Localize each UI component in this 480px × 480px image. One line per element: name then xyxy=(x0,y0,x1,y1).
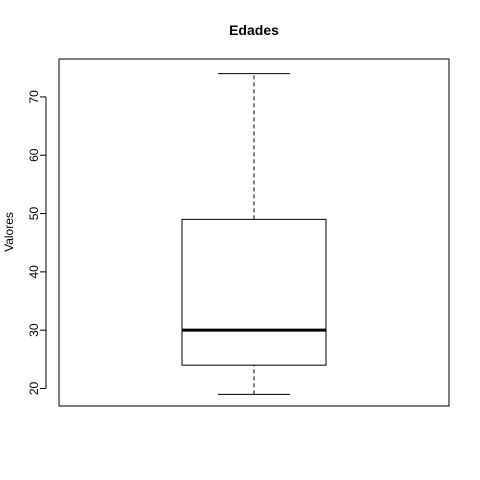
box-group xyxy=(181,73,327,395)
y-tick-label-40: 40 xyxy=(27,265,41,279)
interquartile-box xyxy=(181,218,327,366)
y-tick-label-20: 20 xyxy=(27,382,41,396)
plot-frame xyxy=(58,58,450,407)
y-tick-label-70: 70 xyxy=(27,90,41,104)
y-tick-label-60: 60 xyxy=(27,148,41,162)
y-tick-label-30: 30 xyxy=(27,323,41,337)
chart-title: Edades xyxy=(229,22,279,38)
y-axis-label: Valores xyxy=(2,212,16,252)
y-tick-label-50: 50 xyxy=(27,207,41,221)
y-axis: 20 30 40 50 60 70 xyxy=(27,90,47,396)
